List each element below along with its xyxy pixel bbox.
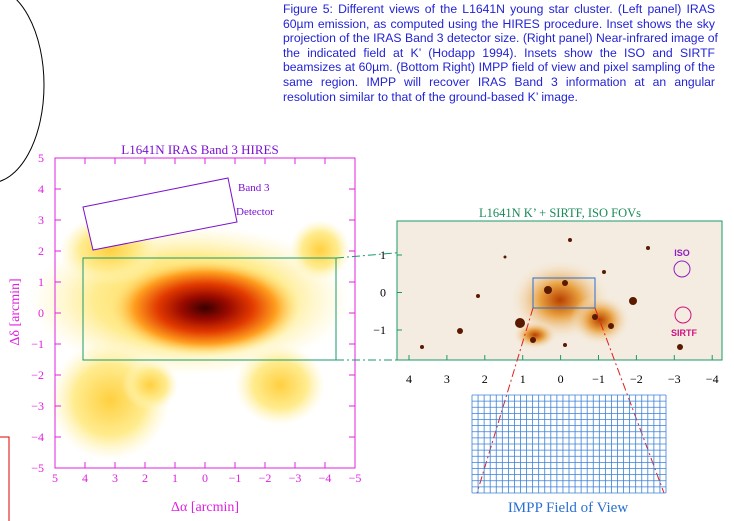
ir-image: [397, 221, 722, 360]
star: [562, 280, 568, 286]
blob: [122, 360, 178, 410]
x-tick-label: −3: [668, 372, 681, 386]
y-label: Δδ [arcmin]: [8, 278, 23, 345]
x-tick-label: 3: [112, 471, 118, 485]
star: [457, 328, 463, 334]
x-tick-label: 1: [172, 471, 178, 485]
y-tick-label: 0: [38, 306, 44, 320]
x-tick-label: 5: [52, 471, 58, 485]
star: [602, 270, 606, 274]
y-tick-label: −3: [31, 399, 44, 413]
x-tick-label: −1: [592, 372, 605, 386]
star: [629, 297, 637, 305]
star: [563, 343, 567, 347]
y-tick-label: −5: [31, 461, 44, 475]
x-tick-label: 0: [202, 471, 208, 485]
y-tick-label: −1: [373, 323, 386, 337]
y-tick-label: 3: [38, 213, 44, 227]
x-tick-label: 2: [142, 471, 148, 485]
star: [677, 344, 683, 350]
left-title: L1641N IRAS Band 3 HIRES: [121, 142, 278, 157]
y-tick-label: 0: [380, 286, 386, 300]
inset-label: Detector: [236, 206, 274, 218]
x-tick-label: −3: [289, 471, 302, 485]
y-tick-label: −4: [31, 430, 44, 444]
star: [544, 286, 552, 294]
edge-box: [0, 437, 9, 521]
blob: [290, 220, 350, 280]
star: [530, 337, 536, 343]
x-tick-label: 4: [82, 471, 88, 485]
y-tick-label: 1: [380, 248, 386, 262]
inset-label: Band 3: [238, 182, 270, 194]
x-tick-label: −4: [706, 372, 719, 386]
blob-core: [110, 260, 300, 356]
iso-label: ISO: [674, 248, 690, 258]
star: [646, 246, 650, 250]
star: [504, 256, 507, 259]
star: [608, 323, 614, 329]
page: Figure 5: Different views of the L1641N …: [0, 0, 734, 521]
y-tick-label: −1: [31, 337, 44, 351]
star: [515, 318, 525, 328]
x-tick-label: −2: [630, 372, 643, 386]
x-tick-label: −2: [259, 471, 272, 485]
impp-grid: [472, 395, 666, 493]
x-tick-label: −4: [319, 471, 332, 485]
x-tick-label: 2: [482, 372, 488, 386]
y-tick-label: −2: [31, 368, 44, 382]
blob: [235, 345, 325, 425]
x-tick-label: −5: [349, 471, 362, 485]
y-tick-label: 4: [38, 182, 44, 196]
right-title: L1641N K’ + SIRTF, ISO FOVs: [479, 206, 641, 220]
star: [568, 238, 572, 242]
x-tick-label: −1: [229, 471, 242, 485]
star: [476, 294, 480, 298]
x-tick-label: 0: [558, 372, 564, 386]
y-tick-label: 1: [38, 275, 44, 289]
bottom-label: IMPP Field of View: [508, 500, 629, 516]
x-tick-label: 3: [444, 372, 450, 386]
figure: L1641N IRAS Band 3 HIRES Band 3 Detector…: [0, 0, 734, 521]
x-tick-label: 4: [406, 372, 412, 386]
x-label: Δα [arcmin]: [171, 500, 239, 515]
x-tick-label: 1: [520, 372, 526, 386]
y-tick-label: 5: [38, 151, 44, 165]
sirtf-label: SIRTF: [671, 328, 698, 338]
y-tick-label: 2: [38, 244, 44, 258]
star: [420, 345, 424, 349]
